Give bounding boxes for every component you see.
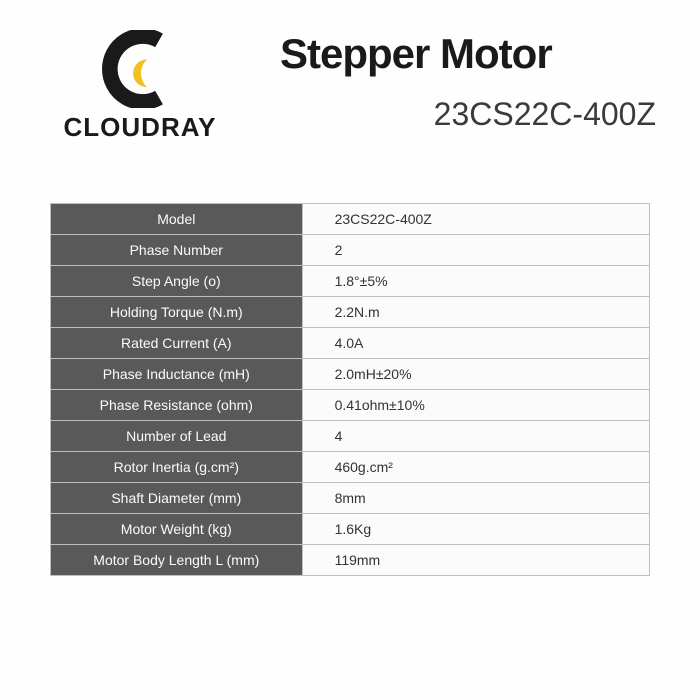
spec-value: 0.41ohm±10% xyxy=(302,390,649,421)
table-row: Rated Current (A)4.0A xyxy=(51,328,650,359)
spec-value: 2 xyxy=(302,235,649,266)
spec-label: Model xyxy=(51,204,303,235)
table-row: Motor Body Length L (mm)119mm xyxy=(51,545,650,576)
spec-value: 460g.cm² xyxy=(302,452,649,483)
spec-label: Step Angle (o) xyxy=(51,266,303,297)
table-row: Motor Weight (kg)1.6Kg xyxy=(51,514,650,545)
spec-label: Motor Weight (kg) xyxy=(51,514,303,545)
page-root: CLOUDRAY Stepper Motor 23CS22C-400Z Mode… xyxy=(0,0,700,700)
spec-value: 23CS22C-400Z xyxy=(302,204,649,235)
brand-logo-block: CLOUDRAY xyxy=(50,30,230,143)
header: CLOUDRAY Stepper Motor 23CS22C-400Z xyxy=(0,0,700,153)
spec-value: 1.8°±5% xyxy=(302,266,649,297)
spec-label: Motor Body Length L (mm) xyxy=(51,545,303,576)
brand-name: CLOUDRAY xyxy=(64,112,217,143)
spec-table: Model23CS22C-400ZPhase Number2Step Angle… xyxy=(50,203,650,576)
table-row: Phase Number2 xyxy=(51,235,650,266)
spec-value: 4.0A xyxy=(302,328,649,359)
spec-label: Phase Inductance (mH) xyxy=(51,359,303,390)
table-row: Step Angle (o)1.8°±5% xyxy=(51,266,650,297)
spec-table-body: Model23CS22C-400ZPhase Number2Step Angle… xyxy=(51,204,650,576)
spec-value: 2.2N.m xyxy=(302,297,649,328)
table-row: Shaft Diameter (mm)8mm xyxy=(51,483,650,514)
spec-label: Phase Resistance (ohm) xyxy=(51,390,303,421)
table-row: Holding Torque (N.m)2.2N.m xyxy=(51,297,650,328)
spec-value: 1.6Kg xyxy=(302,514,649,545)
table-row: Rotor Inertia (g.cm²)460g.cm² xyxy=(51,452,650,483)
product-title: Stepper Motor xyxy=(280,30,660,78)
spec-value: 2.0mH±20% xyxy=(302,359,649,390)
spec-label: Number of Lead xyxy=(51,421,303,452)
cloudray-logo-icon xyxy=(95,30,185,108)
table-row: Number of Lead4 xyxy=(51,421,650,452)
spec-label: Rated Current (A) xyxy=(51,328,303,359)
model-code: 23CS22C-400Z xyxy=(280,96,660,133)
spec-value: 8mm xyxy=(302,483,649,514)
spec-label: Holding Torque (N.m) xyxy=(51,297,303,328)
title-block: Stepper Motor 23CS22C-400Z xyxy=(230,30,660,133)
spec-value: 119mm xyxy=(302,545,649,576)
spec-label: Phase Number xyxy=(51,235,303,266)
spec-label: Rotor Inertia (g.cm²) xyxy=(51,452,303,483)
table-row: Phase Inductance (mH)2.0mH±20% xyxy=(51,359,650,390)
table-row: Phase Resistance (ohm)0.41ohm±10% xyxy=(51,390,650,421)
spec-label: Shaft Diameter (mm) xyxy=(51,483,303,514)
table-row: Model23CS22C-400Z xyxy=(51,204,650,235)
spec-value: 4 xyxy=(302,421,649,452)
